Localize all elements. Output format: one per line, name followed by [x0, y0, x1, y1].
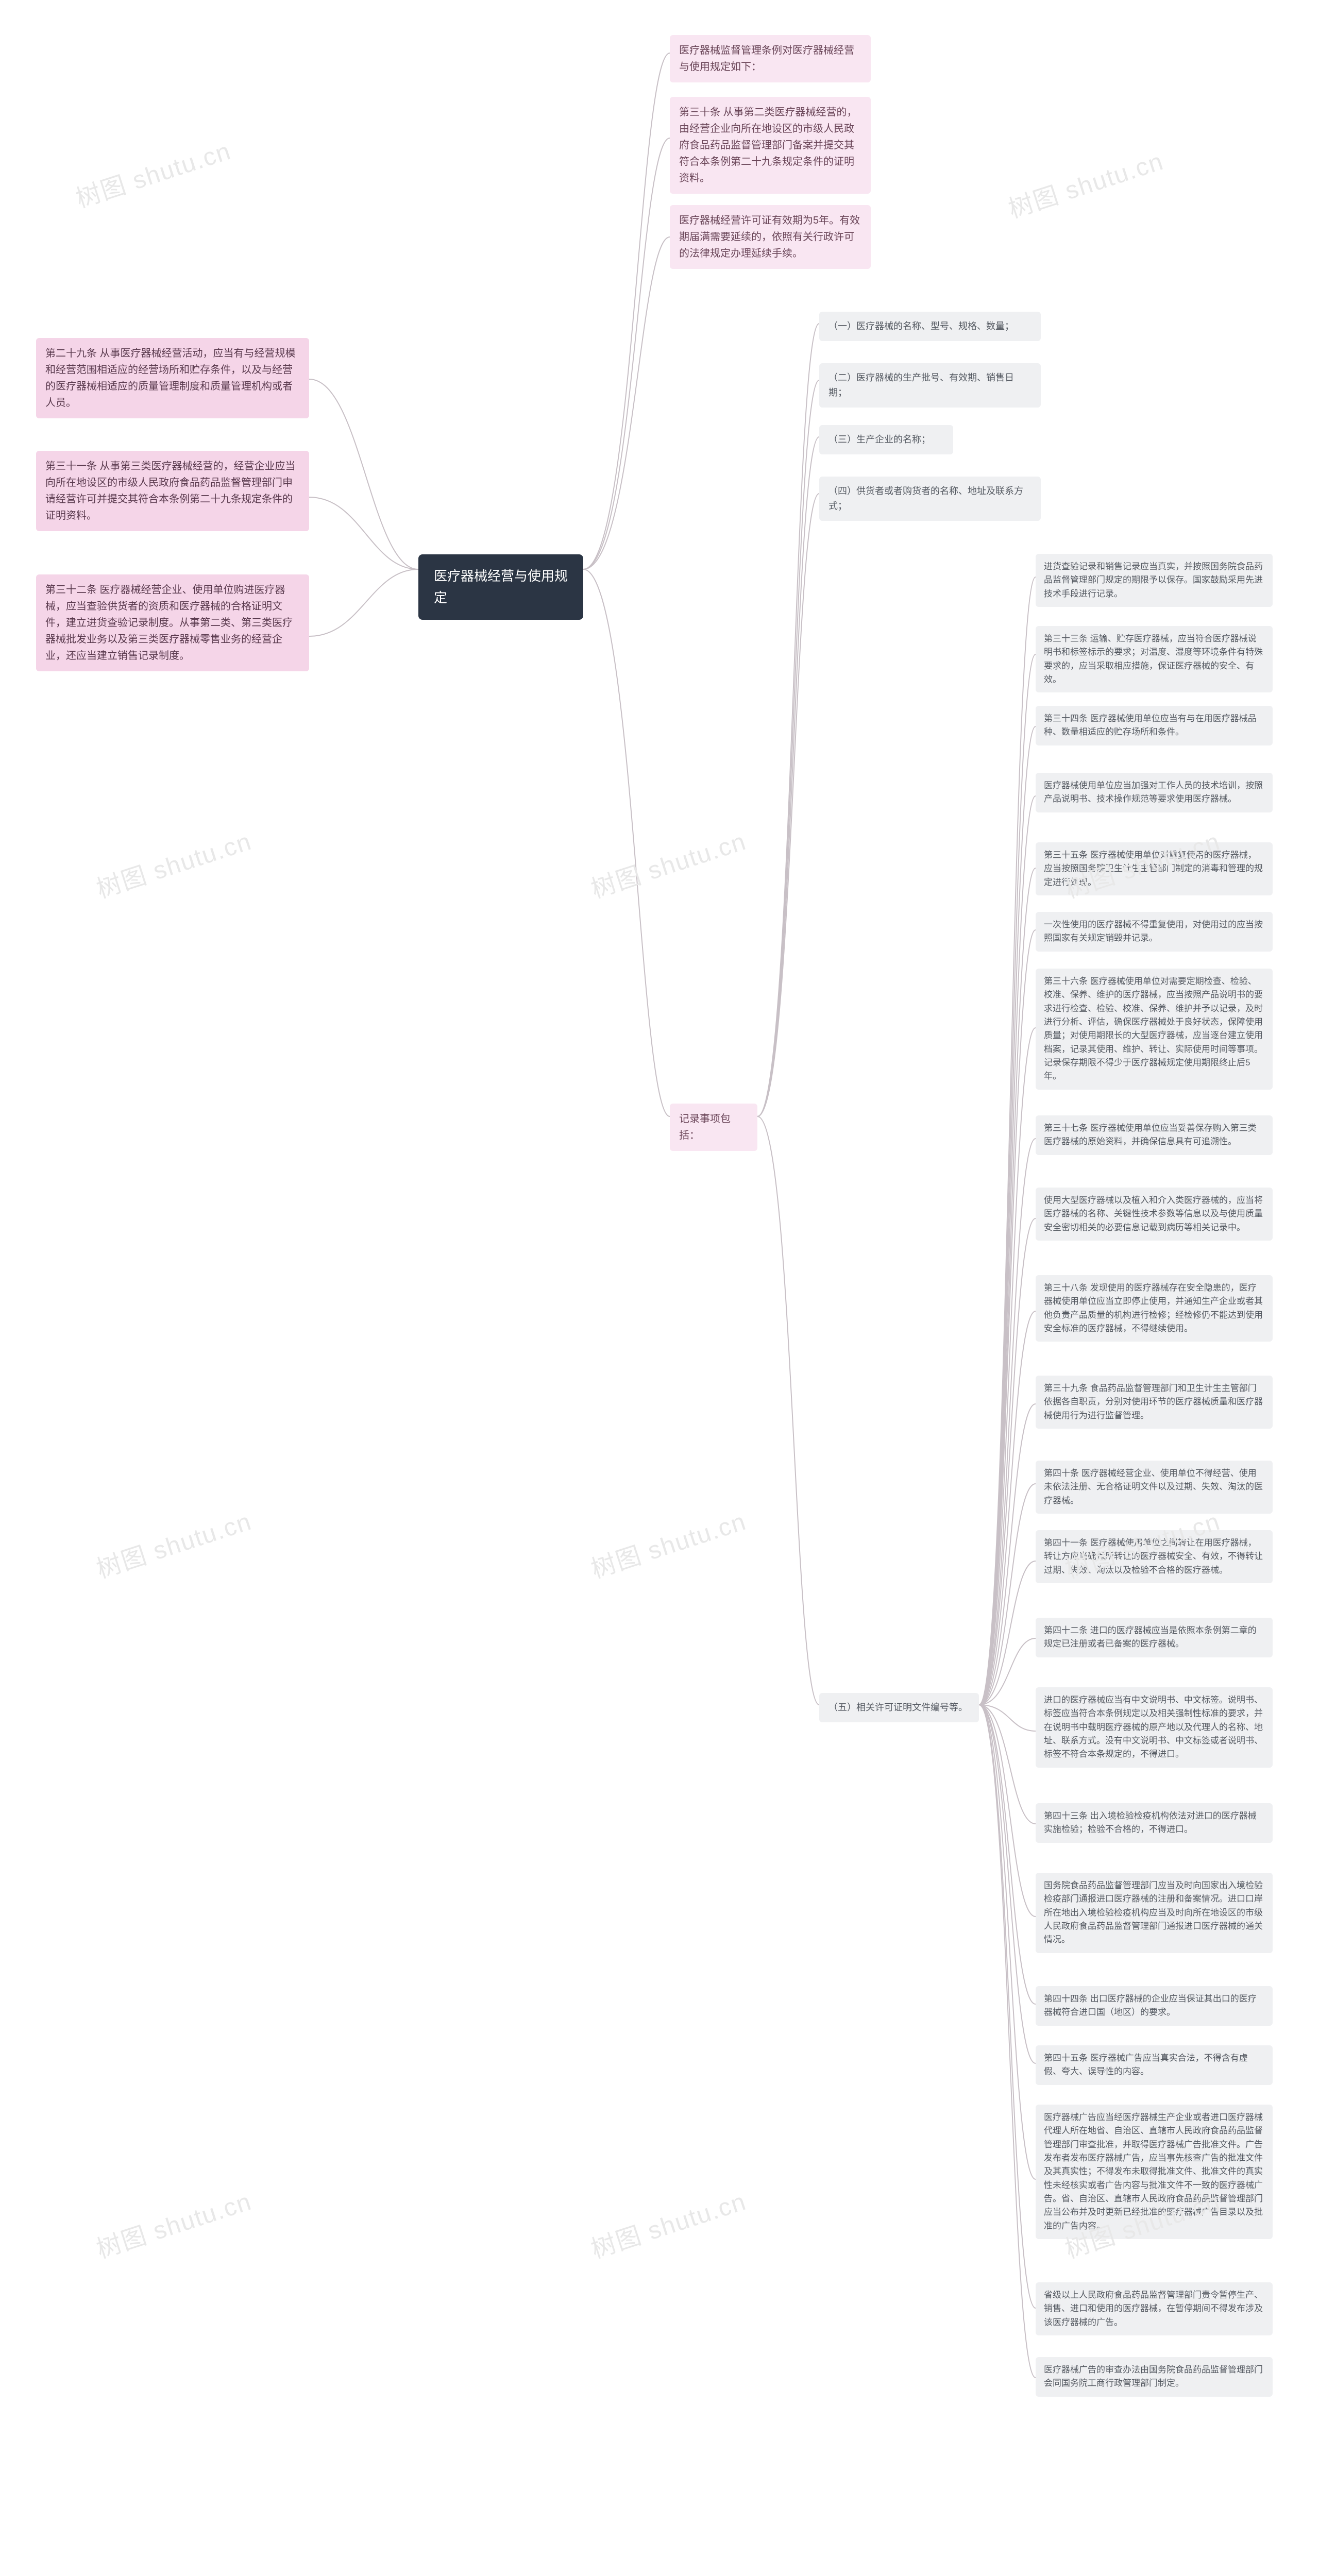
connector [309, 379, 418, 569]
item-node: （四）供货者或者购货者的名称、地址及联系方式； [819, 477, 1041, 521]
watermark: 树图 shutu.cn [586, 2181, 750, 2265]
connector [979, 654, 1036, 1705]
watermark: 树图 shutu.cn [91, 821, 256, 905]
connector [979, 1139, 1036, 1705]
connector [979, 1705, 1036, 2308]
connector [979, 1311, 1036, 1705]
detail-node: 医疗器械使用单位应当加强对工作人员的技术培训，按照产品说明书、技术操作规范等要求… [1036, 773, 1273, 812]
detail-node: 第三十八条 发现使用的医疗器械存在安全隐患的，医疗器械使用单位应当立即停止使用，… [1036, 1275, 1273, 1342]
root-node: 医疗器械经营与使用规定 [418, 554, 583, 620]
connector [979, 1638, 1036, 1705]
watermark: 树图 shutu.cn [586, 821, 750, 905]
detail-node: 第三十五条 医疗器械使用单位对重复使用的医疗器械，应当按照国务院卫生计生主管部门… [1036, 842, 1273, 895]
detail-node: 第四十三条 出入境检验检疫机构依法对进口的医疗器械实施检验；检验不合格的，不得进… [1036, 1803, 1273, 1843]
left-node: 第三十二条 医疗器械经营企业、使用单位购进医疗器械，应当查验供货者的资质和医疗器… [36, 574, 309, 671]
detail-node: 省级以上人民政府食品药品监督管理部门责令暂停生产、销售、进口和使用的医疗器械，在… [1036, 2282, 1273, 2335]
connector [979, 1705, 1036, 2004]
detail-node: 使用大型医疗器械以及植入和介入类医疗器械的，应当将医疗器械的名称、关键性技术参数… [1036, 1188, 1273, 1241]
connector [979, 577, 1036, 1705]
connector [309, 497, 418, 569]
detail-node: 一次性使用的医疗器械不得重复使用，对使用过的应当按照国家有关规定销毁并记录。 [1036, 912, 1273, 952]
detail-node: 第四十五条 医疗器械广告应当真实合法，不得含有虚假、夸大、误导性的内容。 [1036, 2045, 1273, 2085]
left-node: 第三十一条 从事第三类医疗器械经营的，经营企业应当向所在地设区的市级人民政府食品… [36, 451, 309, 531]
detail-node: 第三十六条 医疗器械使用单位对需要定期检查、检验、校准、保养、维护的医疗器械，应… [1036, 969, 1273, 1090]
connector [979, 1404, 1036, 1705]
item-node: （五）相关许可证明文件编号等。 [819, 1693, 979, 1722]
connector [979, 1705, 1036, 2063]
detail-node: 第四十二条 进口的医疗器械应当是依照本条例第二章的规定已注册或者已备案的医疗器械… [1036, 1618, 1273, 1657]
watermark: 树图 shutu.cn [586, 1501, 750, 1585]
detail-node: 第四十一条 医疗器械使用单位之间转让在用医疗器械，转让方应当确保所转让的医疗器械… [1036, 1530, 1273, 1583]
connector [583, 569, 670, 1116]
connector [979, 868, 1036, 1705]
detail-node: 第三十三条 运输、贮存医疗器械，应当符合医疗器械说明书和标签标示的要求；对温度、… [1036, 626, 1273, 692]
connector [979, 1705, 1036, 1917]
connector [979, 1705, 1036, 2179]
connector [583, 138, 670, 569]
detail-node: 第四十四条 出口医疗器械的企业应当保证其出口的医疗器械符合进口国（地区）的要求。 [1036, 1986, 1273, 2026]
watermark: 树图 shutu.cn [91, 1501, 256, 1585]
connector [979, 796, 1036, 1705]
item-node: （一）医疗器械的名称、型号、规格、数量； [819, 312, 1041, 341]
detail-node: 进口的医疗器械应当有中文说明书、中文标签。说明书、标签应当符合本条例规定以及相关… [1036, 1687, 1273, 1768]
detail-node: 第三十九条 食品药品监督管理部门和卫生计生主管部门依据各自职责，分别对使用环节的… [1036, 1376, 1273, 1429]
connector [979, 1705, 1036, 1824]
connector [979, 1218, 1036, 1705]
detail-node: 国务院食品药品监督管理部门应当及时向国家出入境检验检疫部门通报进口医疗器械的注册… [1036, 1873, 1273, 1953]
connector [979, 930, 1036, 1705]
detail-node: 医疗器械广告的审查办法由国务院食品药品监督管理部门会同国务院工商行政管理部门制定… [1036, 2357, 1273, 2397]
detail-node: 第四十条 医疗器械经营企业、使用单位不得经营、使用未依法注册、无合格证明文件以及… [1036, 1461, 1273, 1514]
watermark: 树图 shutu.cn [71, 130, 235, 214]
item-node: （二）医疗器械的生产批号、有效期、销售日期； [819, 363, 1041, 408]
connector [979, 1705, 1036, 1731]
connector [979, 1705, 1036, 2378]
connector [757, 324, 819, 1116]
branch-node: 医疗器械监督管理条例对医疗器械经营与使用规定如下： [670, 35, 871, 82]
connector [309, 569, 418, 636]
connector [757, 437, 819, 1116]
watermark: 树图 shutu.cn [91, 2181, 256, 2265]
detail-node: 第三十四条 医疗器械使用单位应当有与在用医疗器械品种、数量相适应的贮存场所和条件… [1036, 706, 1273, 745]
detail-node: 第三十七条 医疗器械使用单位应当妥善保存购入第三类医疗器械的原始资料，并确保信息… [1036, 1115, 1273, 1155]
connector [757, 1116, 819, 1705]
connector [979, 1561, 1036, 1705]
branch-node: 记录事项包括： [670, 1104, 757, 1151]
connector [583, 53, 670, 569]
connector [979, 726, 1036, 1705]
left-node: 第二十九条 从事医疗器械经营活动，应当有与经营规模和经营范围相适应的经营场所和贮… [36, 338, 309, 418]
connector [979, 1484, 1036, 1705]
detail-node: 进货查验记录和销售记录应当真实，并按照国务院食品药品监督管理部门规定的期限予以保… [1036, 554, 1273, 607]
detail-node: 医疗器械广告应当经医疗器械生产企业或者进口医疗器械代理人所在地省、自治区、直辖市… [1036, 2105, 1273, 2239]
watermark: 树图 shutu.cn [1003, 141, 1168, 225]
connector [979, 1028, 1036, 1705]
item-node: （三）生产企业的名称； [819, 425, 953, 454]
branch-node: 第三十条 从事第二类医疗器械经营的，由经营企业向所在地设区的市级人民政府食品药品… [670, 97, 871, 194]
connector [757, 380, 819, 1116]
connector [757, 494, 819, 1116]
branch-node: 医疗器械经营许可证有效期为5年。有效期届满需要延续的，依照有关行政许可的法律规定… [670, 205, 871, 269]
connector [583, 237, 670, 569]
